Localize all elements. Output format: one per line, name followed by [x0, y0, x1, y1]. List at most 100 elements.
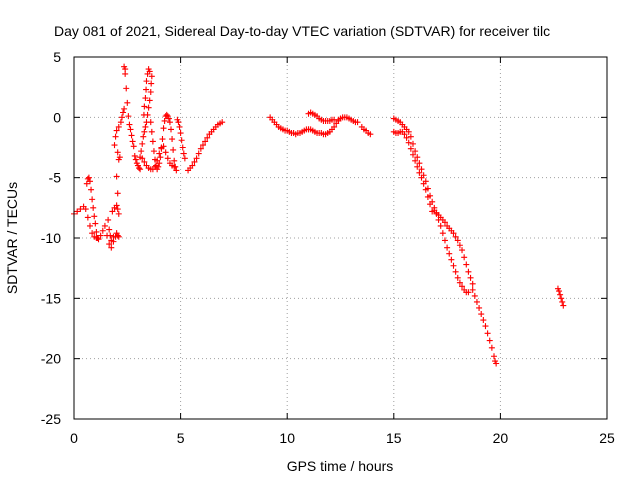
data-point — [148, 80, 155, 87]
data-point — [160, 143, 167, 150]
data-point — [197, 145, 204, 152]
data-point — [146, 97, 153, 104]
data-point — [114, 232, 121, 239]
data-point — [128, 132, 135, 139]
data-point — [77, 206, 84, 213]
data-point — [424, 193, 431, 200]
y-tick-label: -25 — [41, 411, 61, 427]
data-point — [450, 230, 457, 237]
data-point — [90, 204, 97, 211]
data-point — [367, 131, 374, 138]
data-point — [115, 123, 122, 130]
data-point — [175, 119, 182, 126]
y-tick-label: 0 — [53, 109, 61, 125]
data-point — [416, 169, 423, 176]
data-point — [405, 139, 412, 146]
data-point — [219, 119, 226, 126]
data-point — [144, 70, 151, 77]
data-point — [469, 286, 476, 293]
data-point — [165, 115, 172, 122]
data-point — [452, 233, 459, 240]
data-point — [132, 156, 139, 163]
data-point — [85, 174, 92, 181]
data-point — [177, 130, 184, 137]
chart-title: Day 081 of 2021, Sidereal Day-to-day VTE… — [54, 23, 550, 39]
data-point — [89, 196, 96, 203]
data-point — [107, 232, 114, 239]
y-axis-label: SDTVAR / TECUs — [4, 182, 20, 294]
data-point — [154, 157, 161, 164]
data-point — [149, 138, 156, 145]
data-point — [143, 78, 150, 85]
data-point — [469, 280, 476, 287]
data-point — [125, 113, 132, 120]
data-point — [113, 127, 120, 134]
data-point — [147, 119, 154, 126]
data-point — [409, 151, 416, 158]
data-point — [140, 133, 147, 140]
data-point — [161, 117, 168, 124]
data-point — [448, 256, 455, 263]
data-point — [558, 295, 565, 302]
data-point — [164, 155, 171, 162]
data-point — [141, 128, 148, 135]
data-point — [121, 105, 128, 112]
data-point — [420, 180, 427, 187]
x-tick-label: 25 — [599, 430, 615, 446]
data-point — [148, 73, 155, 80]
data-point — [92, 220, 99, 227]
data-point — [437, 222, 444, 229]
data-point — [143, 86, 150, 93]
data-point — [556, 288, 563, 295]
data-point — [465, 268, 472, 275]
data-point — [131, 152, 138, 159]
data-point — [140, 111, 147, 118]
data-point — [471, 292, 478, 299]
data-point — [171, 157, 178, 164]
data-point — [147, 88, 154, 95]
data-point — [456, 242, 463, 249]
data-point — [176, 123, 183, 130]
data-point — [412, 157, 419, 164]
data-point — [202, 138, 209, 145]
data-point — [403, 134, 410, 141]
data-point — [115, 233, 122, 240]
data-point — [106, 241, 113, 248]
data-point — [141, 158, 148, 165]
data-point — [111, 142, 118, 149]
data-point — [491, 353, 498, 360]
data-point — [427, 201, 434, 208]
x-tick-label: 20 — [493, 430, 509, 446]
data-point — [156, 150, 163, 157]
data-point — [163, 111, 170, 118]
data-point — [560, 302, 567, 309]
x-tick-label: 10 — [279, 430, 295, 446]
data-point — [113, 173, 120, 180]
data-point — [139, 140, 146, 147]
data-point — [162, 149, 169, 156]
data-point — [450, 262, 457, 269]
data-point — [152, 163, 159, 170]
data-point — [86, 222, 93, 229]
data-point — [89, 230, 96, 237]
data-point — [488, 344, 495, 351]
data-point — [482, 323, 489, 330]
data-point — [123, 85, 130, 92]
data-point — [459, 283, 466, 290]
data-point — [414, 154, 421, 161]
data-point — [105, 216, 112, 223]
data-point — [204, 134, 211, 141]
tick-labels: 0 5 10 15 20 25 -25 -20 -15 -10 -5 0 5 — [41, 49, 615, 446]
data-point — [99, 227, 106, 234]
data-point — [138, 148, 145, 155]
data-point — [93, 228, 100, 235]
data-point — [142, 123, 149, 130]
data-point — [465, 289, 472, 296]
data-point — [480, 317, 487, 324]
data-point — [179, 144, 186, 151]
data-point — [463, 261, 470, 268]
data-point — [150, 148, 157, 155]
data-point — [418, 166, 425, 173]
y-tick-label: 5 — [53, 49, 61, 65]
